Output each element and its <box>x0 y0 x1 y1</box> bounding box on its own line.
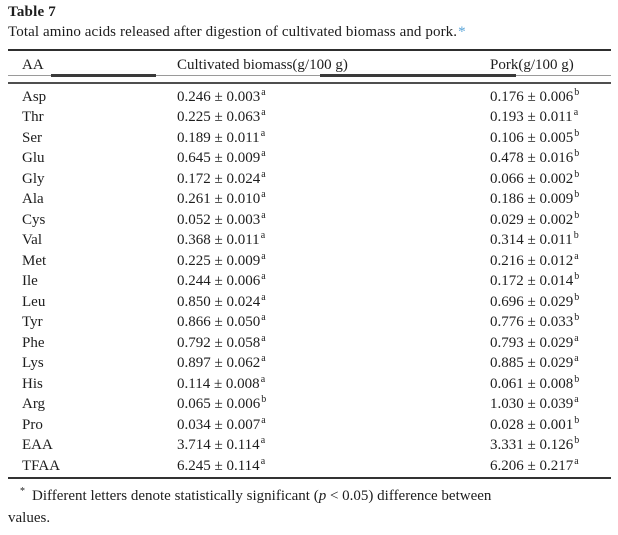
amino-acid-name: Thr <box>22 109 44 126</box>
table-row: His 0.114 ± 0.008a 0.061 ± 0.008b <box>8 374 611 395</box>
column-header-aa: AA <box>22 56 44 73</box>
biomass-value: 0.246 ± 0.003a <box>177 86 266 105</box>
amino-acid-name: His <box>22 375 43 392</box>
table-body: Asp 0.246 ± 0.003a 0.176 ± 0.006b Thr 0.… <box>8 87 611 477</box>
table-footnote: * Different letters denote statistically … <box>8 485 611 529</box>
table-top-rule <box>8 49 611 51</box>
pork-value: 0.176 ± 0.006b <box>490 86 580 105</box>
header-rule-light <box>8 75 611 76</box>
amino-acid-name: Lys <box>22 355 44 372</box>
biomass-value: 0.065 ± 0.006b <box>177 394 267 413</box>
amino-acid-name: Asp <box>22 88 47 105</box>
pork-value: 0.885 ± 0.029a <box>490 353 579 372</box>
amino-acid-name: Val <box>22 232 42 249</box>
biomass-value: 0.114 ± 0.008a <box>177 373 266 392</box>
caption-text: Total amino acids released after digesti… <box>8 24 458 40</box>
biomass-value: 0.225 ± 0.009a <box>177 250 266 269</box>
table-row: Pro 0.034 ± 0.007a 0.028 ± 0.001b <box>8 415 611 436</box>
amino-acid-name: Gly <box>22 170 45 187</box>
table-bottom-rule <box>8 477 611 479</box>
amino-acid-name: Met <box>22 252 47 269</box>
column-header-pork: Pork(g/100 g) <box>490 56 574 73</box>
biomass-value: 0.225 ± 0.063a <box>177 107 266 126</box>
footnote-line-1: * Different letters denote statistically … <box>8 485 611 507</box>
footnote-marker: * <box>20 486 25 497</box>
amino-acid-name: Pro <box>22 416 43 433</box>
table-row: Val 0.368 ± 0.011a 0.314 ± 0.011b <box>8 231 611 252</box>
p-value-symbol: p <box>318 488 327 504</box>
pork-value: 0.106 ± 0.005b <box>490 127 580 146</box>
table-header-row: AA Cultivated biomass(g/100 g) Pork(g/10… <box>8 55 611 75</box>
table-row: Asp 0.246 ± 0.003a 0.176 ± 0.006b <box>8 87 611 108</box>
pork-value: 0.186 ± 0.009b <box>490 189 580 208</box>
biomass-value: 0.897 ± 0.062a <box>177 353 266 372</box>
pork-value: 0.193 ± 0.011a <box>490 107 579 126</box>
table-number-label: Table 7 <box>8 4 56 20</box>
table-caption: Total amino acids released after digesti… <box>8 24 466 41</box>
header-rule <box>8 82 611 84</box>
pork-value: 0.066 ± 0.002b <box>490 168 580 187</box>
biomass-value: 6.245 ± 0.114a <box>177 455 266 474</box>
biomass-value: 0.172 ± 0.024a <box>177 168 266 187</box>
table-row: Ile 0.244 ± 0.006a 0.172 ± 0.014b <box>8 272 611 293</box>
table-row: Met 0.225 ± 0.009a 0.216 ± 0.012a <box>8 251 611 272</box>
pork-value: 0.696 ± 0.029b <box>490 291 580 310</box>
table-row: Cys 0.052 ± 0.003a 0.029 ± 0.002b <box>8 210 611 231</box>
table-row: Ser 0.189 ± 0.011a 0.106 ± 0.005b <box>8 128 611 149</box>
amino-acid-name: Ile <box>22 273 38 290</box>
table-row: TFAA 6.245 ± 0.114a 6.206 ± 0.217a <box>8 456 611 477</box>
biomass-value: 0.261 ± 0.010a <box>177 189 266 208</box>
pork-value: 3.331 ± 0.126b <box>490 435 580 454</box>
pork-value: 0.029 ± 0.002b <box>490 209 580 228</box>
amino-acid-name: Phe <box>22 334 45 351</box>
biomass-value: 0.866 ± 0.050a <box>177 312 266 331</box>
pork-value: 1.030 ± 0.039a <box>490 394 579 413</box>
pork-value: 0.216 ± 0.012a <box>490 250 579 269</box>
footnote-text: Different letters denote statistically s… <box>32 488 319 504</box>
table-row: Ala 0.261 ± 0.010a 0.186 ± 0.009b <box>8 190 611 211</box>
pork-value: 0.061 ± 0.008b <box>490 373 580 392</box>
pork-value: 0.028 ± 0.001b <box>490 414 580 433</box>
table-row: EAA 3.714 ± 0.114a 3.331 ± 0.126b <box>8 436 611 457</box>
table-row: Tyr 0.866 ± 0.050a 0.776 ± 0.033b <box>8 313 611 334</box>
amino-acid-name: EAA <box>22 437 53 454</box>
table-row: Leu 0.850 ± 0.024a 0.696 ± 0.029b <box>8 292 611 313</box>
pork-value: 0.172 ± 0.014b <box>490 271 580 290</box>
biomass-value: 3.714 ± 0.114a <box>177 435 266 454</box>
pork-value: 0.776 ± 0.033b <box>490 312 580 331</box>
amino-acid-name: Glu <box>22 150 45 167</box>
table-row: Gly 0.172 ± 0.024a 0.066 ± 0.002b <box>8 169 611 190</box>
biomass-value: 0.189 ± 0.011a <box>177 127 266 146</box>
biomass-value: 0.368 ± 0.011a <box>177 230 266 249</box>
header-rule-segment-1 <box>51 74 156 77</box>
biomass-value: 0.645 ± 0.009a <box>177 148 266 167</box>
table-row: Lys 0.897 ± 0.062a 0.885 ± 0.029a <box>8 354 611 375</box>
amino-acid-name: Arg <box>22 396 46 413</box>
pork-value: 0.314 ± 0.011b <box>490 230 579 249</box>
footnote-marker-link[interactable]: * <box>458 24 466 40</box>
biomass-value: 0.034 ± 0.007a <box>177 414 266 433</box>
footnote-text-cont: < 0.05) difference between <box>326 488 492 504</box>
table-row: Glu 0.645 ± 0.009a 0.478 ± 0.016b <box>8 149 611 170</box>
amino-acid-name: Ser <box>22 129 42 146</box>
column-header-biomass: Cultivated biomass(g/100 g) <box>177 56 348 73</box>
amino-acid-name: Tyr <box>22 314 43 331</box>
table-row: Thr 0.225 ± 0.063a 0.193 ± 0.011a <box>8 108 611 129</box>
header-rule-segment-2 <box>320 74 516 77</box>
amino-acid-name: Leu <box>22 293 46 310</box>
amino-acid-name: Ala <box>22 191 44 208</box>
table-row: Arg 0.065 ± 0.006b 1.030 ± 0.039a <box>8 395 611 416</box>
pork-value: 0.478 ± 0.016b <box>490 148 580 167</box>
biomass-value: 0.052 ± 0.003a <box>177 209 266 228</box>
table-row: Phe 0.792 ± 0.058a 0.793 ± 0.029a <box>8 333 611 354</box>
amino-acid-name: TFAA <box>22 457 61 474</box>
pork-value: 6.206 ± 0.217a <box>490 455 579 474</box>
biomass-value: 0.244 ± 0.006a <box>177 271 266 290</box>
footnote-line-2: values. <box>8 510 51 526</box>
amino-acid-name: Cys <box>22 211 46 228</box>
biomass-value: 0.792 ± 0.058a <box>177 332 266 351</box>
biomass-value: 0.850 ± 0.024a <box>177 291 266 310</box>
pork-value: 0.793 ± 0.029a <box>490 332 579 351</box>
